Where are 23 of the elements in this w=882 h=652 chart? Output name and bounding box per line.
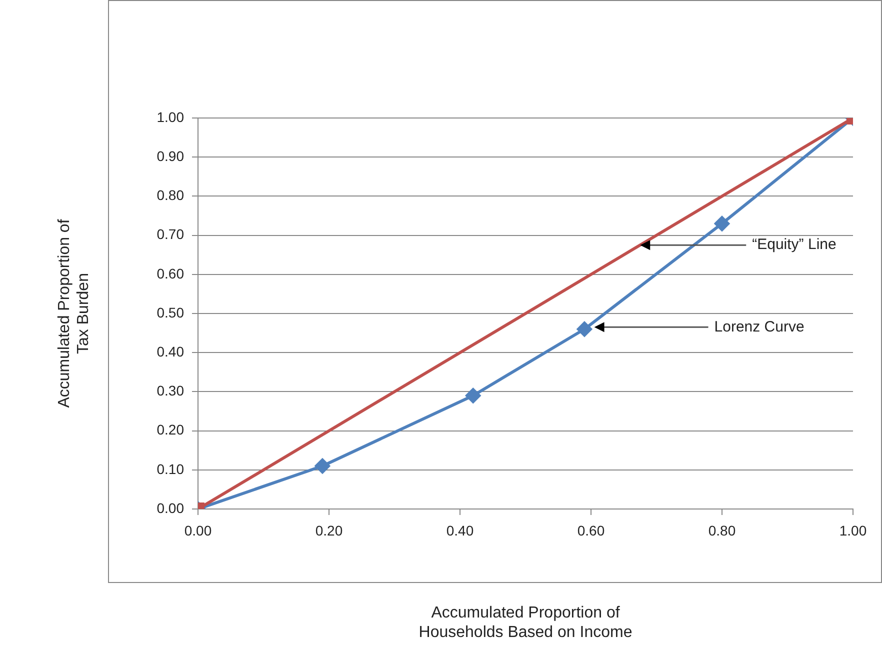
y-tick-label: 0.60 [156, 265, 184, 282]
y-tick-label: 0.80 [156, 187, 184, 204]
y-tick-label: 0.00 [156, 500, 184, 516]
y-tick-label: 0.40 [156, 343, 184, 360]
y-tick-label: 0.90 [156, 148, 184, 164]
y-tick-label: 0.50 [156, 304, 184, 320]
x-tick-label: 0.00 [184, 522, 212, 538]
x-tick-label: 0.20 [315, 522, 343, 538]
x-tick-label: 0.40 [446, 522, 474, 538]
x-tick-label: 0.80 [708, 522, 736, 538]
y-tick-label: 0.10 [156, 460, 184, 477]
x-tick-label: 0.60 [577, 522, 605, 538]
y-axis-title: Accumulated Proportion of Tax Burden [56, 218, 92, 408]
x-axis-title: Accumulated Proportion of Households Based on Income [418, 604, 632, 641]
annotation: “Equity” Line [752, 236, 836, 254]
y-tick-label: 0.20 [156, 422, 184, 438]
point [466, 388, 481, 404]
annotation: Lorenz Curve [714, 318, 804, 336]
x-tick-label: 1.00 [839, 522, 867, 538]
y-tick-label: 1.00 [156, 108, 184, 125]
point [576, 322, 592, 337]
y-tick-label: 0.70 [156, 226, 184, 242]
y-tick-label: 0.30 [156, 382, 184, 399]
